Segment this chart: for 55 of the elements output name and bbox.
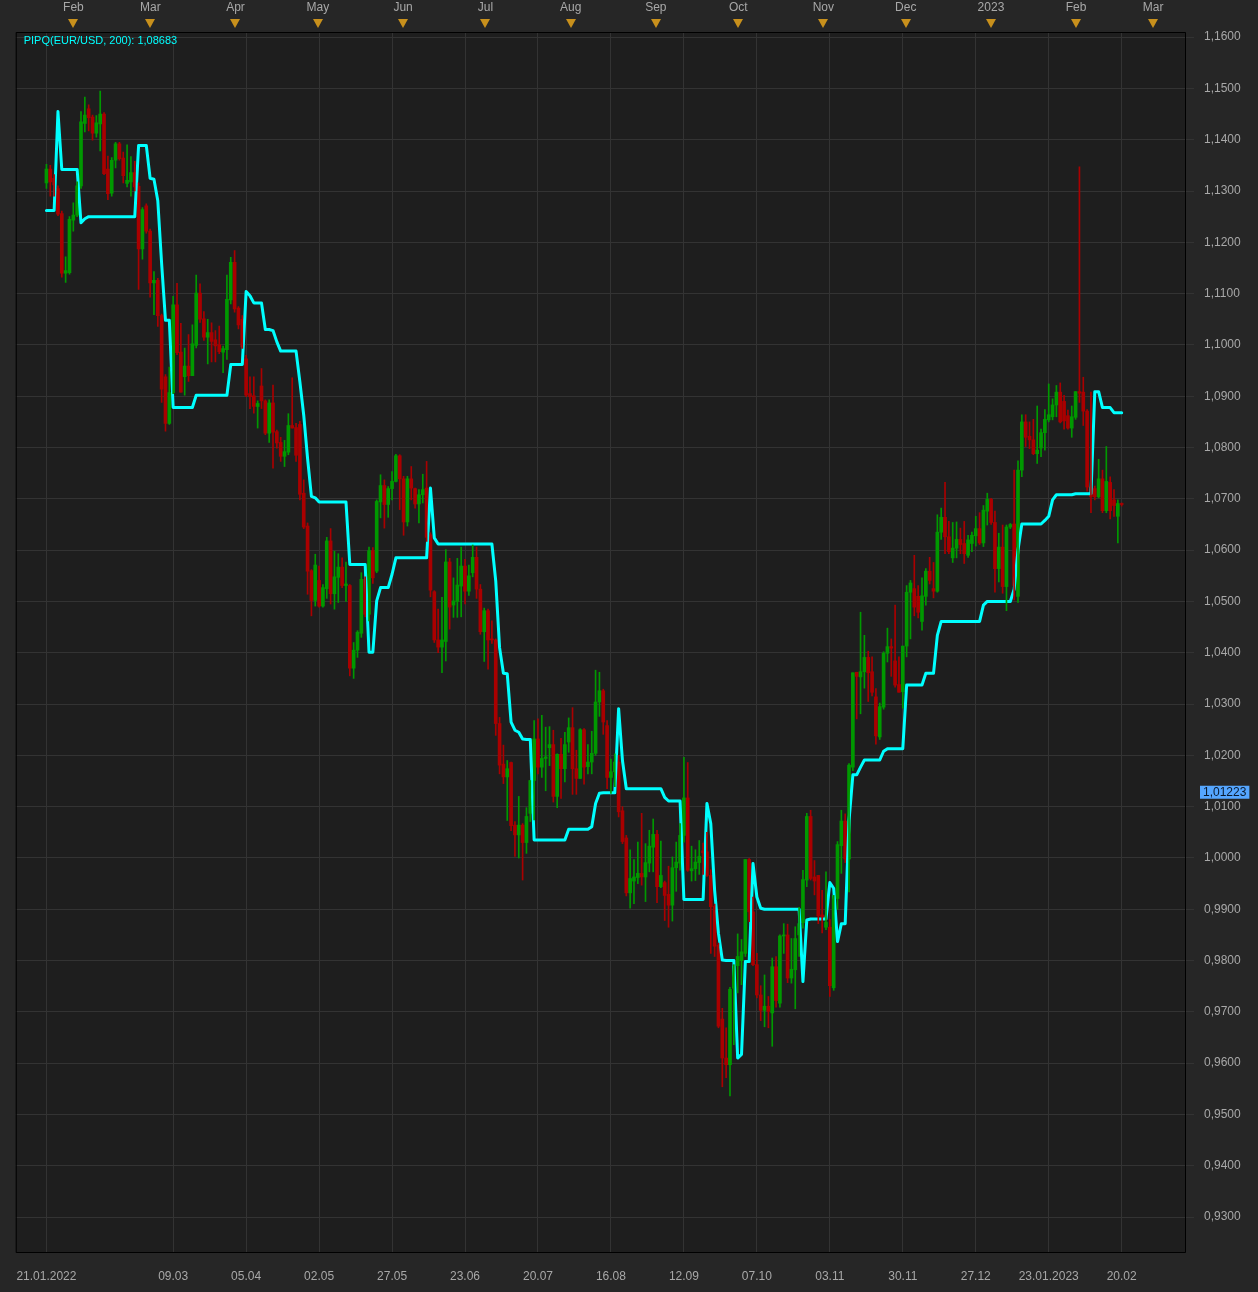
x-tick-label: 16.08 — [595, 1268, 627, 1283]
y-tick-label: 1,1600 — [1204, 29, 1242, 44]
x-tick-label: 12.09 — [668, 1268, 700, 1283]
x2-tick-label: Jun — [393, 0, 413, 15]
y-tick-label: 1,1500 — [1204, 80, 1242, 95]
y-tick-label: 0,9900 — [1204, 901, 1242, 916]
x-tick-label: 07.10 — [741, 1268, 773, 1283]
x2-tick-label: Mar — [1142, 0, 1164, 15]
x-tick-label: 03.11 — [815, 1268, 845, 1283]
x-tick-label: 23.01.2023 — [1018, 1268, 1080, 1283]
text: PIPQ(EUR/USD, 200): 1,08683 — [23, 33, 178, 46]
y-tick-label: 0,9300 — [1204, 1209, 1242, 1224]
y-tick-label: 1,0300 — [1204, 696, 1242, 711]
x-tick-label: 21.01.2022 — [16, 1268, 77, 1283]
y-tick-label: 0,9800 — [1204, 952, 1242, 967]
x2-tick-label: Aug — [559, 0, 582, 15]
y-tick-label: 1,0200 — [1204, 747, 1242, 762]
y-tick-label: 1,0800 — [1204, 439, 1242, 454]
x-tick-label: 09.03 — [158, 1268, 189, 1283]
x2-tick-label: Nov — [812, 0, 835, 15]
y-tick-label: 0,9600 — [1204, 1055, 1242, 1070]
y-tick-label: 1,0500 — [1204, 593, 1242, 608]
y-tick-label: 1,0600 — [1204, 542, 1242, 557]
y-tick-label: 1,1200 — [1204, 234, 1242, 249]
x2-tick-label: Dec — [895, 0, 917, 15]
x-tick-label: 30.11 — [888, 1268, 918, 1283]
x2-tick-label: Mar — [139, 0, 161, 15]
y-tick-label: 1,0000 — [1204, 850, 1242, 865]
text: 1,01223 — [1203, 785, 1247, 799]
y-tick-label: 1,1000 — [1204, 337, 1242, 352]
y-tick-label: 1,0100 — [1204, 798, 1242, 813]
x-tick-label: 02.05 — [304, 1268, 335, 1283]
y-tick-label: 1,1300 — [1204, 183, 1242, 198]
y-tick-label: 0,9400 — [1204, 1158, 1242, 1173]
x2-tick-label: May — [306, 0, 330, 15]
y-tick-label: 1,1400 — [1204, 132, 1242, 147]
y-tick-label: 0,9500 — [1204, 1106, 1242, 1121]
y-tick-label: 0,9700 — [1204, 1004, 1242, 1019]
x-tick-label: 05.04 — [231, 1268, 262, 1283]
y-tick-label: 1,0400 — [1204, 645, 1242, 660]
x-tick-label: 27.12 — [960, 1268, 992, 1283]
x-tick-label: 20.02 — [1106, 1268, 1138, 1283]
x2-tick-label: Jul — [477, 0, 494, 15]
y-tick-label: 1,0700 — [1204, 491, 1242, 506]
y-tick-label: 1,0900 — [1204, 388, 1242, 403]
x2-tick-label: Apr — [226, 0, 245, 15]
x2-tick-label: Feb — [63, 0, 85, 15]
x2-tick-label: Sep — [645, 0, 667, 15]
x2-tick-label: Oct — [728, 0, 749, 15]
x2-tick-label: Feb — [1065, 0, 1087, 15]
x-tick-label: 23.06 — [450, 1268, 481, 1283]
x2-tick-label: 2023 — [977, 0, 1005, 15]
x-tick-label: 20.07 — [522, 1268, 554, 1283]
x-tick-label: 27.05 — [377, 1268, 408, 1283]
y-tick-label: 1,1100 — [1204, 285, 1241, 300]
